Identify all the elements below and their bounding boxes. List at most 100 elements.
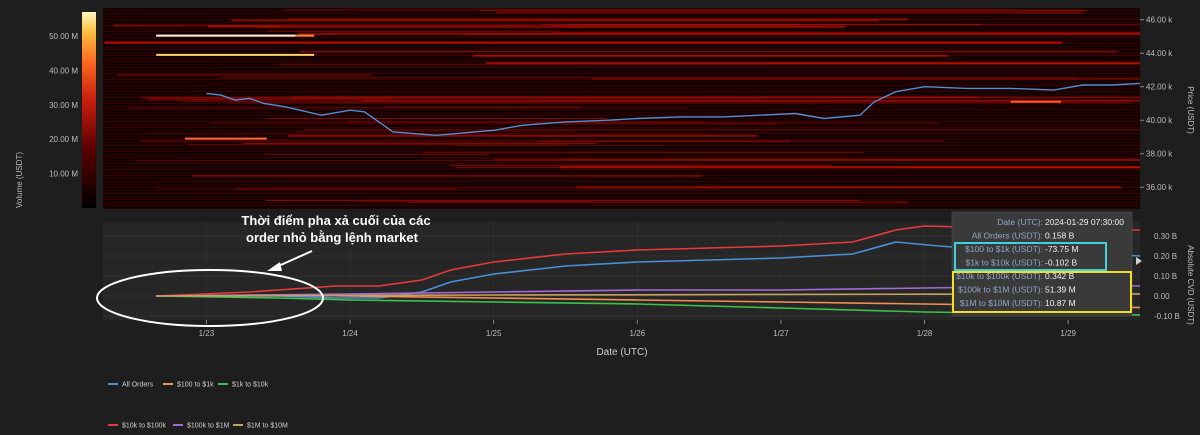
heatmap-band — [187, 144, 568, 146]
tooltip-value: 0.342 B — [1045, 271, 1075, 281]
heatmap-panel: 46.00 k 44.00 k 42.00 k 40.00 k 38.00 k 36.00… — [103, 8, 1195, 209]
colorbar-axis-label: Volume (USDT) — [15, 152, 24, 208]
heatmap-band — [265, 199, 860, 201]
tooltip-key: All Orders (USDT): — [972, 231, 1043, 241]
heatmap-band — [231, 19, 879, 22]
x-tick-label: 1/23 — [199, 329, 215, 338]
heatmap-band — [275, 186, 699, 188]
tooltip-key: $10k to $100k (USDT): — [956, 271, 1043, 281]
x-tick-label: 1/25 — [486, 329, 502, 338]
heatmap-band — [565, 159, 1140, 161]
price-tick-label: 42.00 k — [1146, 83, 1173, 92]
heatmap-band — [383, 106, 688, 108]
heatmap-band — [251, 54, 1140, 56]
heatmap-band — [129, 107, 581, 109]
liquidity-level-lines — [156, 34, 1062, 140]
heatmap-band — [192, 174, 702, 177]
tooltip-pointer-icon — [1136, 257, 1142, 265]
tooltip-key: $100k to $1M (USDT): — [958, 285, 1043, 295]
price-axis-label: Price (USDT) — [1186, 86, 1195, 134]
legend-item-label[interactable]: $100 to $1k — [177, 382, 214, 389]
x-tick-label: 1/28 — [917, 329, 933, 338]
heatmap-band — [116, 74, 372, 76]
legend-item-label[interactable]: $1M to $10M — [247, 423, 288, 430]
x-axis-ticks: 1/23 1/24 1/25 1/26 1/27 1/28 1/29 — [199, 320, 1077, 338]
heatmap-band — [346, 120, 706, 123]
tooltip-key: $1M to $10M (USDT): — [960, 298, 1043, 308]
colorbar-gradient — [82, 12, 96, 208]
annotation: Thời điểm pha xả cuối của các order nhỏ … — [96, 213, 431, 327]
cvd-tick-label: 0.10 B — [1154, 272, 1177, 281]
price-tick-label: 44.00 k — [1146, 49, 1173, 58]
heatmap-band — [423, 158, 1123, 160]
volume-colorbar: 50.00 M 40.00 M 30.00 M 20.00 M 10.00 M Volu… — [15, 12, 96, 208]
heatmap-band — [535, 100, 833, 102]
heatmap-band — [407, 201, 908, 204]
legend-item-label[interactable]: $1k to $10k — [232, 382, 269, 389]
annotation-line-2: order nhỏ bằng lệnh market — [246, 230, 419, 245]
heatmap-band — [486, 62, 1140, 65]
heatmap-band — [481, 9, 1088, 11]
tooltip-box — [951, 211, 1133, 317]
x-tick-label: 1/29 — [1060, 329, 1076, 338]
price-line — [206, 82, 1140, 137]
tooltip-value: -73.75 M — [1045, 244, 1079, 254]
heatmap-band — [559, 122, 778, 125]
colorbar-tick-label: 10.00 M — [49, 170, 78, 179]
heatmap-band — [267, 30, 559, 32]
heatmap-band — [141, 140, 790, 143]
heatmap-band — [287, 18, 908, 21]
heatmap-band — [136, 160, 695, 162]
heatmap-band — [576, 186, 1122, 189]
price-tick-label: 36.00 k — [1146, 183, 1173, 192]
legend-item-label[interactable]: All Orders — [122, 382, 154, 389]
heatmap-background — [103, 8, 1140, 209]
colorbar-tick-label: 30.00 M — [49, 101, 78, 110]
heatmap-band — [322, 98, 761, 101]
price-axis-ticks: 46.00 k 44.00 k 42.00 k 40.00 k 38.00 k 36.00… — [1140, 16, 1173, 192]
heatmap-band — [456, 166, 906, 168]
heatmap-band — [279, 25, 553, 27]
heatmap-band — [346, 8, 960, 11]
tooltip-value: 51.39 M — [1045, 285, 1076, 295]
x-axis-label: Date (UTC) — [596, 347, 647, 358]
heatmap-band — [146, 133, 710, 135]
heatmap-band — [456, 145, 669, 147]
price-tick-label: 46.00 k — [1146, 16, 1173, 25]
tooltip-key: $1k to $10k (USDT): — [966, 258, 1043, 268]
x-tick-label: 1/27 — [773, 329, 789, 338]
heatmap-band — [295, 130, 574, 132]
heatmap-band — [299, 51, 1118, 53]
heatmap-band — [537, 140, 945, 142]
cvd-axis-ticks: 0.30 B 0.20 B 0.10 B 0.00 -0.10 B — [1154, 232, 1180, 321]
heatmap-bands — [104, 8, 1140, 204]
cvd-tick-label: 0.20 B — [1154, 252, 1177, 261]
annotation-line-1: Thời điểm pha xả cuối của các — [241, 213, 430, 228]
heatmap-band — [288, 134, 758, 137]
heatmap-band — [262, 153, 490, 155]
heatmap-band — [422, 152, 864, 154]
heatmap-band — [496, 11, 1083, 14]
heatmap-band — [104, 41, 1062, 44]
annotation-arrow-head — [267, 262, 282, 271]
cvd-tick-label: 0.00 — [1154, 292, 1170, 301]
legend-item-label[interactable]: $10k to $100k — [122, 423, 166, 430]
colorbar-tick-label: 40.00 M — [49, 66, 78, 75]
colorbar-tick-label: 50.00 M — [49, 32, 78, 41]
tooltip-key: Date (UTC): — [997, 217, 1043, 227]
annotation-ellipse — [96, 269, 324, 327]
heatmap-band — [279, 63, 769, 66]
tooltip-highlight-yellow — [952, 271, 1132, 313]
tooltip-value: 2024-01-29 07:30:00 — [1045, 217, 1124, 227]
heatmap-band — [140, 96, 1140, 99]
cvd-tick-label: 0.30 B — [1154, 232, 1177, 241]
legend-item-label[interactable]: $100k to $1M — [187, 423, 230, 430]
tooltip-value: -0.102 B — [1045, 258, 1077, 268]
colorbar-ticks: 50.00 M 40.00 M 30.00 M 20.00 M 10.00 M — [49, 32, 78, 179]
heatmap-band — [472, 54, 948, 57]
heatmap-band — [449, 164, 831, 166]
x-tick-label: 1/26 — [630, 329, 646, 338]
